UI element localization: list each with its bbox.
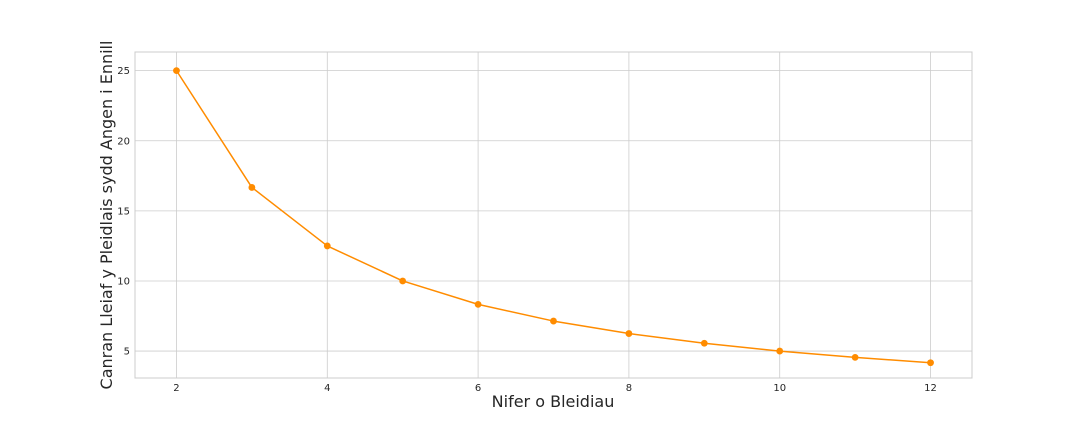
x-axis-ticks: 2 4 6 8 10 12 — [173, 383, 937, 394]
y-axis-ticks: 5 10 15 20 25 — [117, 66, 130, 357]
y-tick-label: 10 — [117, 276, 130, 287]
y-axis-title: Canran Lleiaf y Pleidlais sydd Angen i E… — [97, 41, 116, 390]
data-point — [927, 359, 934, 367]
x-axis-title: Nifer o Bleidiau — [492, 392, 615, 411]
y-tick-label: 25 — [117, 66, 130, 77]
data-point — [474, 300, 482, 308]
data-point — [173, 67, 180, 75]
x-tick-label: 6 — [475, 383, 481, 394]
x-tick-label: 2 — [173, 383, 179, 394]
x-tick-label: 8 — [626, 383, 632, 394]
data-point — [851, 353, 859, 361]
x-tick-label: 4 — [324, 383, 330, 394]
data-point — [323, 242, 331, 250]
y-tick-label: 20 — [117, 136, 130, 147]
plot-frame — [134, 51, 973, 379]
data-point — [700, 339, 708, 347]
data-point — [399, 277, 407, 285]
data-point — [550, 317, 557, 325]
grid — [135, 52, 972, 378]
plot-background — [135, 52, 972, 378]
series — [173, 67, 934, 367]
y-tick-label: 15 — [117, 206, 130, 217]
data-point — [625, 330, 633, 337]
x-tick-label: 10 — [773, 383, 786, 394]
x-tick-label: 12 — [924, 383, 937, 394]
data-point — [248, 184, 256, 191]
data-point — [776, 347, 784, 355]
y-tick-label: 5 — [124, 347, 130, 358]
